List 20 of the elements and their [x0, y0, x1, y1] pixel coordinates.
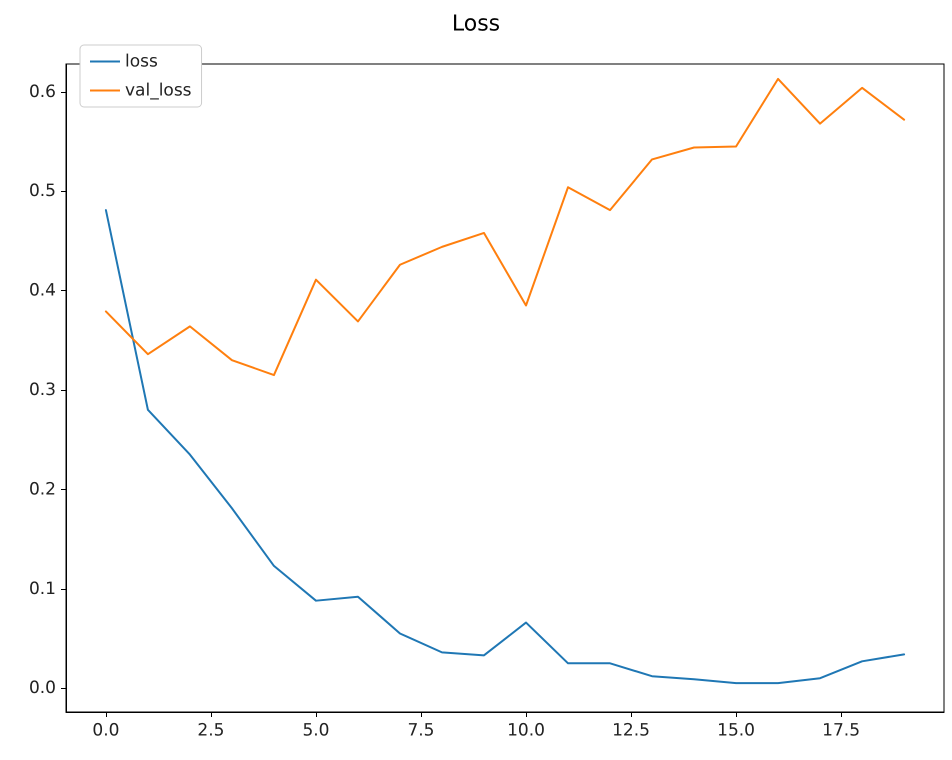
y-tick-label: 0.5 — [28, 181, 56, 202]
legend-label: loss — [125, 52, 158, 72]
y-tick-label: 0.1 — [28, 578, 56, 599]
chart-title: Loss — [452, 12, 500, 36]
x-tick-label: 5.0 — [302, 720, 330, 740]
y-tick-label: 0.4 — [28, 280, 56, 301]
x-tick-label: 10.0 — [507, 720, 545, 740]
y-tick-label: 0.0 — [28, 678, 56, 698]
y-tick-label: 0.3 — [28, 380, 56, 400]
y-tick-label: 0.6 — [28, 82, 56, 102]
line-series — [104, 209, 906, 684]
x-tick-label: 7.5 — [407, 720, 435, 740]
x-tick-label: 15.0 — [717, 720, 755, 740]
y-tick-label: 0.2 — [28, 479, 56, 500]
x-tick-label: 0.0 — [92, 720, 120, 740]
legend-label: val_loss — [125, 80, 192, 100]
x-tick-label: 2.5 — [197, 720, 224, 740]
x-tick-label: 12.5 — [612, 720, 650, 740]
line-series — [104, 78, 906, 376]
x-tick-label: 17.5 — [822, 720, 860, 740]
